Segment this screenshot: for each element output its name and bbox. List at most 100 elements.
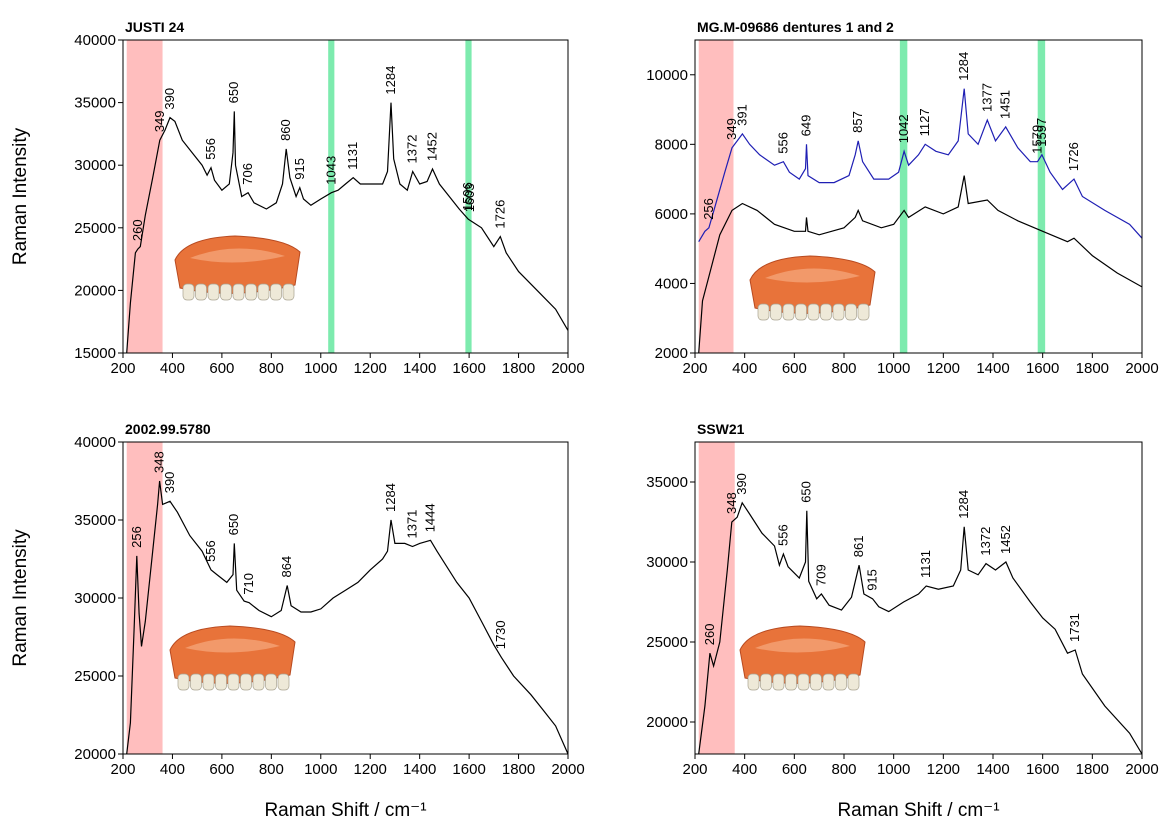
x-tick-label: 600 [782,761,807,778]
denture-palate [755,638,850,653]
peak-label: 260 [130,219,145,241]
tooth [215,673,227,691]
tooth [785,673,797,691]
tooth [747,673,760,691]
x-tick-label: 800 [831,761,856,778]
shaded-region [465,40,472,353]
x-tick-label: 1400 [976,761,1009,778]
x-tick-label: 1400 [403,761,436,778]
y-tick-label: 2000 [655,345,688,362]
tooth [845,303,857,321]
y-tick-label: 30000 [646,554,688,571]
tooth [282,283,295,301]
peak-label: 1284 [383,66,398,95]
y-tick-label: 20000 [74,282,116,299]
tooth [797,673,810,691]
x-tick-label: 1600 [452,761,485,778]
plot-frame [694,39,1143,354]
tooth [190,673,202,691]
tooth [795,303,807,321]
plot-frame [122,441,569,755]
chart-title: 2002.99.5780 [125,421,211,437]
denture-photo [739,625,866,691]
peak-label: 710 [241,573,256,595]
peak-label: 915 [865,569,880,591]
x-tick-label: 600 [209,360,234,377]
x-tick-label: 400 [732,360,757,377]
x-tick-label: 200 [110,360,135,377]
x-tick-label: 2000 [551,360,584,377]
x-tick-label: 800 [259,360,284,377]
peak-label: 650 [799,481,814,503]
tooth [240,673,252,691]
x-tick-label: 1000 [304,761,337,778]
tooth [757,303,770,321]
y-axis-label: Raman Intensity [10,127,31,265]
peak-label: 556 [203,540,218,562]
y-tick-label: 8000 [655,136,688,153]
x-tick-label: 200 [110,761,135,778]
tooth [820,303,832,321]
x-tick-label: 800 [259,761,284,778]
x-tick-label: 1800 [502,360,535,377]
peak-label: 1579 [1029,125,1044,154]
tooth [227,673,240,691]
shaded-region [126,442,163,754]
tooth [195,283,207,301]
x-tick-label: 1800 [502,761,535,778]
y-tick-label: 35000 [74,95,116,112]
peak-label: 860 [278,119,293,141]
y-tick-label: 15000 [74,345,116,362]
denture-photo [169,625,296,691]
peak-label: 1284 [383,483,398,512]
tooth [760,673,772,691]
y-tick-label: 25000 [74,220,116,237]
peak-label: 706 [240,163,255,185]
peak-label: 650 [226,82,241,104]
peak-label: 1042 [896,114,911,143]
peak-label: 390 [734,473,749,495]
peak-label: 348 [152,451,167,473]
x-tick-label: 1800 [1076,360,1109,377]
y-tick-label: 20000 [646,714,688,731]
tooth [770,303,782,321]
peak-label: 1730 [493,620,508,649]
peak-label: 556 [775,132,790,154]
tooth [835,673,847,691]
y-tick-label: 35000 [646,474,688,491]
peak-label: 1131 [345,142,360,170]
tooth [252,673,265,691]
y-tick-label: 35000 [74,512,116,529]
tooth [277,673,290,691]
y-tick-label: 30000 [74,157,116,174]
peak-label: 857 [850,111,865,133]
x-tick-label: 1400 [976,360,1009,377]
tooth [202,673,215,691]
peak-label: 556 [203,138,218,160]
shaded-region [899,40,908,353]
peak-label: 864 [279,556,294,578]
denture-palate [185,638,280,653]
x-tick-label: 600 [782,360,807,377]
peak-label: 1597 [1034,118,1049,147]
x-tick-label: 2000 [1125,360,1158,377]
spectrum-line [126,480,568,754]
tooth [857,303,870,321]
y-tick-label: 40000 [74,434,116,451]
peak-label: 1372 [405,135,420,164]
peak-label: 1603 [462,183,477,212]
spectrum-line [698,175,1142,353]
peak-label: 1452 [425,132,440,161]
y-tick-label: 4000 [655,275,688,292]
x-tick-label: 1200 [927,761,960,778]
peak-label: 391 [734,104,749,126]
x-axis-label: Raman Shift / cm⁻¹ [837,800,999,821]
peak-label: 1284 [956,490,971,519]
x-tick-label: 400 [160,761,185,778]
y-tick-label: 20000 [74,746,116,763]
peak-label: 1726 [1066,142,1081,171]
tooth [220,283,232,301]
y-tick-label: 40000 [74,32,116,49]
spectrum-line [126,102,568,353]
